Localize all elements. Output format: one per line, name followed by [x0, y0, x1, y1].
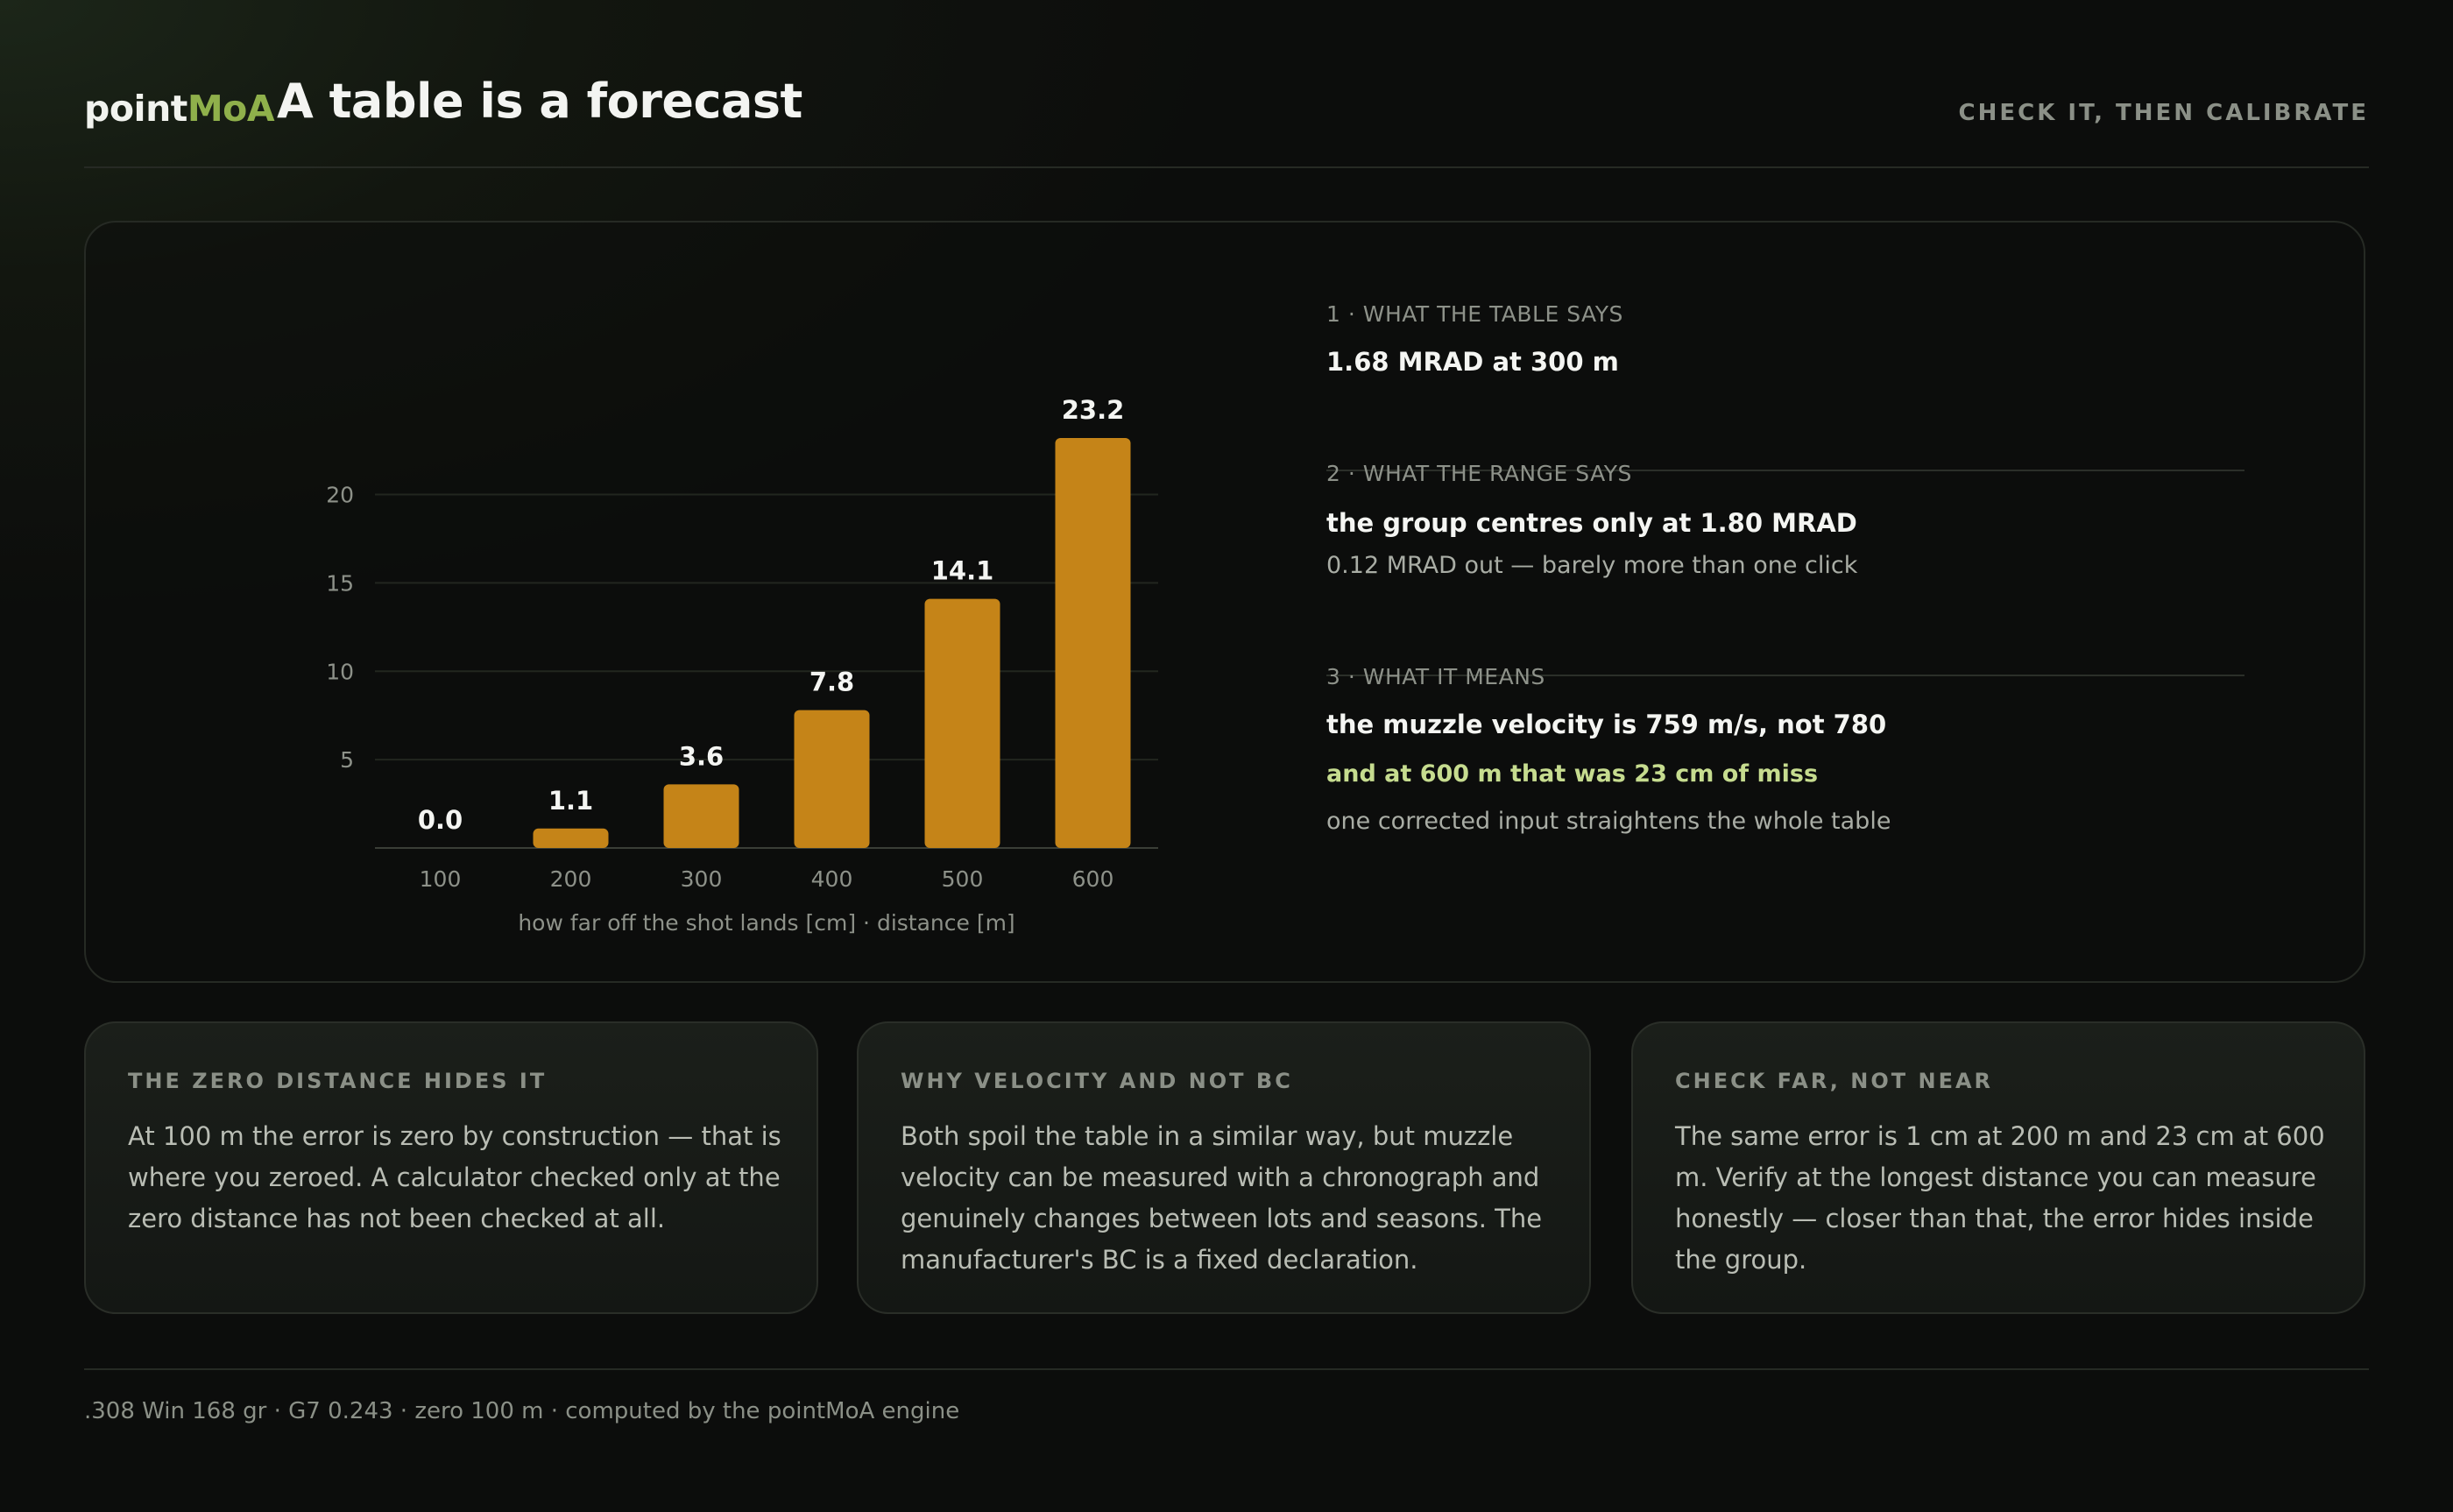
brand-accent: MoA: [187, 88, 275, 130]
footer-divider: [84, 1368, 2369, 1370]
bar-value-label: 0.0: [418, 805, 463, 835]
page-tagline: CHECK IT, THEN CALIBRATE: [1958, 100, 2369, 126]
step-2-main: the group centres only at 1.80 MRAD: [1326, 508, 1857, 538]
bar-value-label: 23.2: [1062, 395, 1125, 425]
step-2-label: 2 · WHAT THE RANGE SAYS: [1326, 461, 1632, 486]
card-body: At 100 m the error is zero by constructi…: [128, 1121, 781, 1233]
x-tick-label: 100: [420, 866, 462, 892]
x-tick-label: 600: [1072, 866, 1114, 892]
bar: [663, 784, 739, 848]
x-axis-label: how far off the shot lands [cm] · distan…: [518, 910, 1014, 936]
y-tick-label: 5: [340, 747, 354, 773]
step-3-main: the muzzle velocity is 759 m/s, not 780: [1326, 710, 1887, 739]
step-3-sub: one corrected input straightens the whol…: [1326, 808, 1891, 835]
card-body: The same error is 1 cm at 200 m and 23 c…: [1675, 1121, 2325, 1275]
step-divider: [1326, 675, 2244, 676]
brand-logo: pointMoA: [84, 88, 275, 130]
step-1-main: 1.68 MRAD at 300 m: [1326, 347, 1619, 377]
x-tick-label: 200: [550, 866, 592, 892]
x-tick-label: 500: [942, 866, 984, 892]
info-card-zero-distance: THE ZERO DISTANCE HIDES IT At 100 m the …: [84, 1021, 818, 1314]
info-card-velocity: WHY VELOCITY AND NOT BC Both spoil the t…: [857, 1021, 1591, 1314]
bar: [533, 828, 609, 848]
page-title: A table is a forecast: [277, 74, 802, 129]
main-panel: 5 10 15 20 0.0 100 1.1 200 3.6 300 7.8 400 14.1 500 23…: [84, 221, 2365, 983]
info-card-check-far: CHECK FAR, NOT NEAR The same error is 1 …: [1631, 1021, 2365, 1314]
bar: [794, 710, 870, 848]
bar-value-label: 1.1: [548, 786, 593, 816]
y-tick-label: 15: [326, 570, 354, 596]
brand-prefix: point: [84, 88, 187, 130]
footer-note: .308 Win 168 gr · G7 0.243 · zero 100 m …: [84, 1398, 960, 1424]
bar-value-label: 3.6: [679, 741, 724, 771]
bar: [1055, 438, 1131, 848]
bar: [924, 598, 1000, 848]
step-3-label: 3 · WHAT IT MEANS: [1326, 664, 1545, 689]
x-tick-label: 400: [811, 866, 853, 892]
y-tick-label: 10: [326, 659, 354, 684]
y-tick-label: 20: [326, 483, 354, 508]
bar-value-label: 14.1: [931, 556, 994, 586]
step-divider: [1326, 470, 2244, 471]
step-2-sub: 0.12 MRAD out — barely more than one cli…: [1326, 552, 1858, 579]
card-title: THE ZERO DISTANCE HIDES IT: [128, 1069, 548, 1093]
card-title: WHY VELOCITY AND NOT BC: [901, 1069, 1293, 1093]
step-3-accent: and at 600 m that was 23 cm of miss: [1326, 760, 1819, 788]
card-body: Both spoil the table in a similar way, b…: [901, 1121, 1543, 1275]
card-title: CHECK FAR, NOT NEAR: [1675, 1069, 1994, 1093]
error-bar-chart: 5 10 15 20 0.0 100 1.1 200 3.6 300 7.8 400 14.1 500 23…: [326, 395, 1158, 936]
bar-value-label: 7.8: [809, 668, 854, 697]
step-1-label: 1 · WHAT THE TABLE SAYS: [1326, 301, 1623, 327]
page-header: pointMoA A table is a forecast CHECK IT,…: [84, 74, 2369, 168]
x-tick-label: 300: [681, 866, 723, 892]
